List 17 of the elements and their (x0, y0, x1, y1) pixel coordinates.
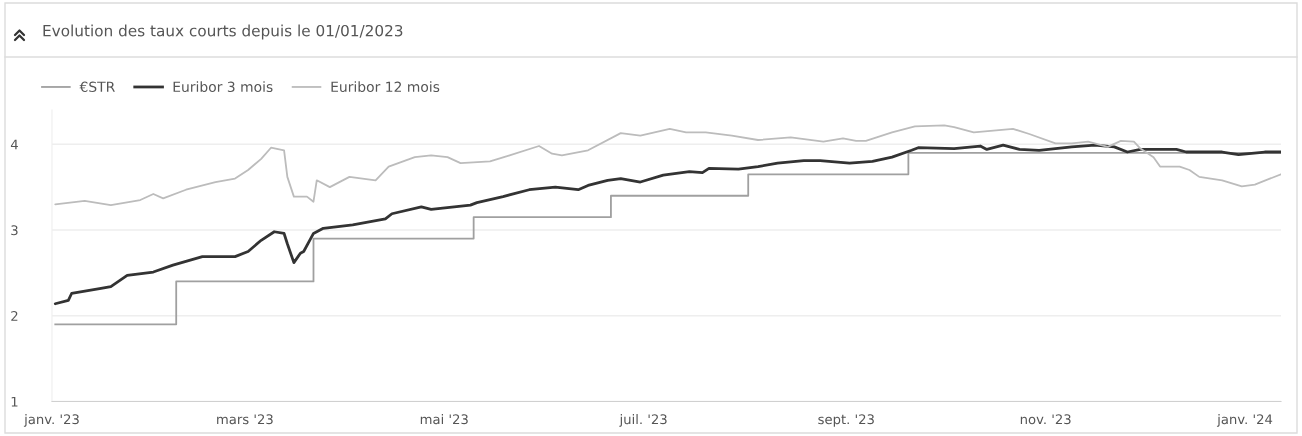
x-tick-label: janv. '23 (23, 414, 79, 427)
y-tick-label: 1 (11, 396, 18, 407)
legend-label: Euribor 3 mois (173, 81, 273, 93)
x-tick-label: mai '23 (420, 414, 468, 425)
legend-label: Euribor 12 mois (331, 81, 440, 93)
x-tick-label: juil. '23 (619, 414, 667, 427)
y-tick-label: 4 (10, 139, 18, 150)
x-tick-label: janv. '24 (1216, 414, 1273, 427)
x-tick-label: mars '23 (217, 414, 273, 425)
line-series (53, 143, 1281, 306)
legend-label: €STR (79, 81, 115, 93)
y-tick-label: 3 (11, 225, 18, 236)
x-tick-label: sept. '23 (818, 414, 874, 427)
x-tick-label: nov. '23 (1020, 414, 1071, 425)
chart-title: Evolution des taux courts depuis le 01/01/2023 (43, 24, 403, 40)
line-series (54, 124, 1281, 207)
y-tick-label: 2 (11, 310, 18, 321)
